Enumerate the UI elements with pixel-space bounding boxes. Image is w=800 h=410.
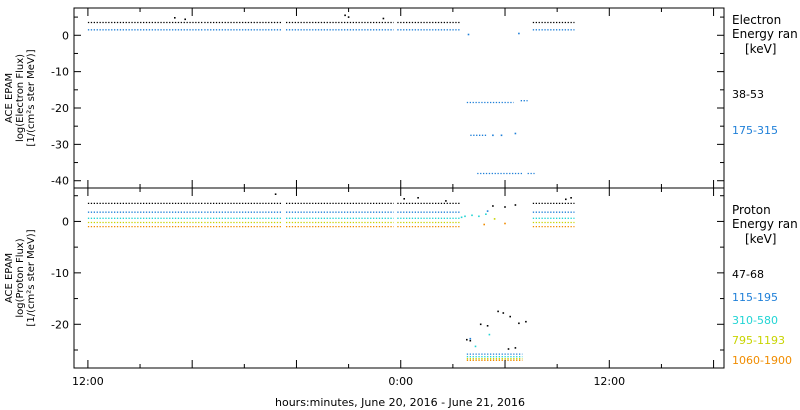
data-point bbox=[417, 197, 419, 199]
series-1060-1900 bbox=[87, 222, 575, 361]
x-tick-label: 12:00 bbox=[72, 375, 104, 388]
y-label-line: [1/(cm²s ster MeV)] bbox=[26, 229, 37, 326]
y-tick-label: -10 bbox=[51, 66, 69, 79]
data-point bbox=[274, 193, 277, 195]
data-point bbox=[485, 213, 487, 215]
data-point bbox=[497, 310, 499, 313]
data-point bbox=[469, 337, 472, 340]
data-point bbox=[570, 197, 572, 199]
data-point bbox=[347, 16, 350, 18]
proton-data-marks bbox=[87, 193, 575, 361]
data-point bbox=[469, 339, 472, 342]
legend-entry-175-315: 175-315 bbox=[732, 124, 778, 137]
data-point bbox=[525, 320, 527, 323]
data-point bbox=[502, 312, 505, 314]
legend-entry-47-68: 47-68 bbox=[732, 268, 764, 281]
data-point bbox=[492, 205, 494, 207]
data-point bbox=[565, 198, 567, 201]
legend-title-line: Proton bbox=[732, 203, 771, 217]
electron-plot-frame bbox=[73, 7, 725, 189]
y-label-line: ACE EPAM bbox=[4, 253, 15, 303]
y-label-line: log(Proton Flux) bbox=[15, 238, 26, 317]
data-point bbox=[483, 223, 485, 226]
data-point bbox=[518, 322, 520, 325]
data-point bbox=[518, 32, 520, 35]
data-point bbox=[479, 323, 482, 326]
proton-flux-panel: 0 -10 -20 12:00 0:00 12:00 ACE EPAMlog(Proto… bbox=[4, 187, 798, 388]
electron-x-ticks bbox=[87, 8, 715, 188]
series-38-53 bbox=[87, 14, 575, 24]
y-tick-label: 0 bbox=[62, 29, 69, 42]
data-point bbox=[467, 33, 470, 36]
data-point bbox=[509, 315, 511, 318]
data-point bbox=[184, 18, 186, 21]
legend-entry-1060-1900: 1060-1900 bbox=[732, 354, 792, 367]
data-point bbox=[493, 218, 496, 220]
proton-y-axis-label: ACE EPAMlog(Proton Flux)[1/(cm²s ster Me… bbox=[4, 229, 37, 326]
data-point bbox=[488, 333, 491, 336]
data-point bbox=[471, 214, 473, 217]
electron-y-axis-label: ACE EPAMlog(Electron Flux)[1/(cm²s ster … bbox=[4, 49, 37, 146]
legend-entry-795-1193: 795-1193 bbox=[732, 334, 785, 347]
data-point bbox=[486, 210, 489, 212]
electron-data-marks bbox=[87, 14, 575, 175]
x-axis-label: hours:minutes, June 20, 2016 - June 21, … bbox=[275, 396, 525, 409]
legend-entry-115-195: 115-195 bbox=[732, 291, 778, 304]
legend-title-line: [keV] bbox=[745, 42, 776, 56]
proton-x-ticks: 12:00 0:00 12:00 bbox=[72, 188, 715, 388]
data-point bbox=[382, 17, 385, 20]
series-795-1193 bbox=[87, 218, 575, 360]
series-310-580 bbox=[87, 213, 575, 358]
data-point bbox=[514, 204, 517, 206]
legend-entry-38-53: 38-53 bbox=[732, 88, 764, 101]
data-point bbox=[492, 134, 494, 137]
data-point bbox=[514, 347, 517, 349]
y-tick-label: -40 bbox=[51, 175, 69, 188]
data-point bbox=[174, 17, 176, 19]
y-tick-label: -20 bbox=[51, 102, 69, 115]
data-point bbox=[500, 134, 503, 137]
y-tick-label: -20 bbox=[51, 318, 69, 331]
legend-entry-310-580: 310-580 bbox=[732, 314, 778, 327]
y-tick-label: -30 bbox=[51, 138, 69, 151]
y-label-line: [1/(cm²s ster MeV)] bbox=[26, 49, 37, 146]
proton-plot-frame bbox=[73, 187, 725, 369]
proton-y-axis: 0 -10 -20 bbox=[51, 195, 724, 351]
x-tick-label: 12:00 bbox=[593, 375, 625, 388]
legend-title-line: Electron bbox=[732, 13, 781, 27]
y-label-line: log(Electron Flux) bbox=[15, 54, 26, 142]
legend-title-line: Energy ran bbox=[732, 217, 798, 231]
series-47-68 bbox=[87, 193, 575, 350]
data-point bbox=[478, 215, 480, 218]
data-point bbox=[504, 222, 506, 225]
data-point bbox=[466, 338, 468, 341]
data-point bbox=[474, 345, 477, 348]
y-label-line: ACE EPAM bbox=[4, 73, 15, 123]
y-tick-label: 0 bbox=[62, 215, 69, 228]
legend-title-line: [keV] bbox=[745, 232, 776, 246]
legend-title-line: Energy ran bbox=[732, 27, 798, 41]
data-point bbox=[344, 14, 346, 17]
data-point bbox=[504, 206, 506, 208]
data-point bbox=[460, 216, 463, 219]
data-point bbox=[507, 348, 510, 350]
data-point bbox=[403, 198, 405, 200]
x-tick-label: 0:00 bbox=[388, 375, 413, 388]
series-115-195 bbox=[87, 210, 575, 355]
y-tick-label: -10 bbox=[51, 267, 69, 280]
data-point bbox=[486, 325, 489, 327]
electron-flux-panel: 0 -10 -20 -30 -40 ACE EPAMlog(Electron Flux)… bbox=[4, 7, 798, 189]
data-point bbox=[464, 215, 466, 218]
series-175-315 bbox=[87, 29, 575, 175]
electron-y-axis: 0 -10 -20 -30 -40 bbox=[51, 16, 724, 188]
data-point bbox=[514, 132, 517, 135]
data-point bbox=[445, 200, 447, 202]
